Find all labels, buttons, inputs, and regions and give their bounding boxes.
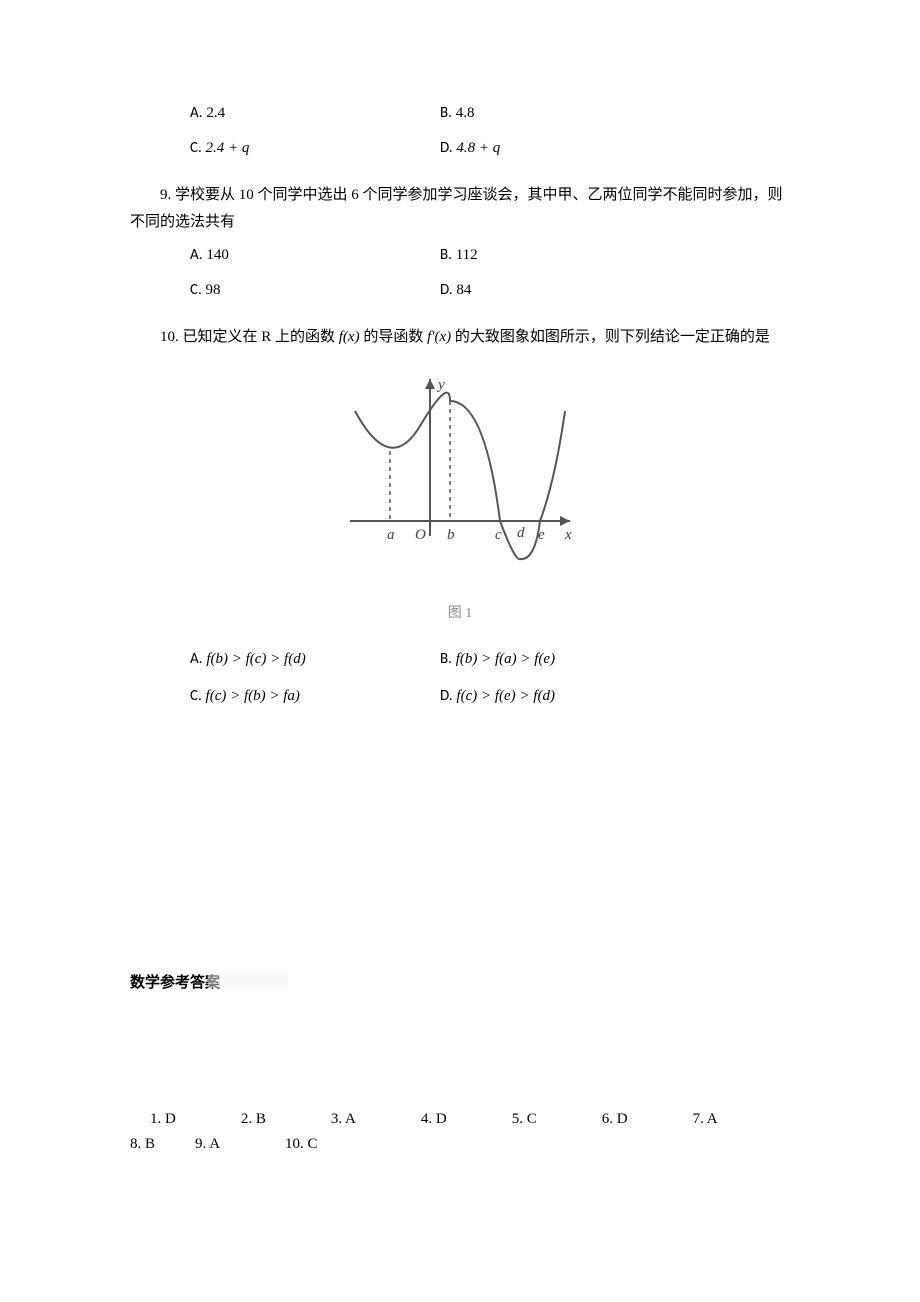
q9-option-b: B. 112 [440, 242, 690, 269]
option-label: D. [440, 687, 453, 705]
svg-text:c: c [495, 527, 502, 543]
answer-item: 4. D [421, 1107, 447, 1133]
svg-text:e: e [538, 527, 545, 543]
answer-item: 9. A [195, 1132, 220, 1158]
answers-title: 数学参考答案 [130, 970, 790, 997]
svg-text:d: d [517, 525, 525, 541]
q8-options: A. 2.4 B. 4.8 C. 2.4 + q D. 4.8 + q [130, 100, 790, 162]
q10-mid: 的导函数 [363, 329, 423, 345]
q10-fx: f(x) [339, 329, 360, 345]
option-label: D. [440, 139, 453, 157]
q10-graph: a Ob cde x y [130, 371, 790, 591]
option-value: f(c) > f(e) > f(d) [456, 688, 555, 704]
answer-item: 7. A [693, 1107, 718, 1133]
answers-block: 1. D 2. B 3. A 4. D 5. C 6. D 7. A 8. B … [130, 1107, 790, 1158]
svg-text:b: b [447, 527, 455, 543]
q10-option-c: C. f(c) > f(b) > fa) [190, 683, 440, 710]
option-label: B. [440, 246, 452, 264]
option-label: A. [190, 104, 203, 122]
q10-option-a: A. f(b) > f(c) > f(d) [190, 646, 440, 673]
q8-option-b: B. 4.8 [440, 100, 690, 127]
answer-item: 10. C [285, 1132, 318, 1158]
q9-options: A. 140 B. 112 C. 98 D. 84 [130, 242, 790, 304]
option-value: 2.4 + q [206, 140, 250, 156]
svg-text:O: O [415, 527, 426, 543]
q10-prefix: 已知定义在 R 上的函数 [183, 329, 336, 345]
answer-item: 2. B [241, 1107, 266, 1133]
option-label: B. [440, 650, 452, 668]
q8-option-d: D. 4.8 + q [440, 135, 690, 162]
q9-option-c: C. 98 [190, 277, 440, 304]
svg-text:y: y [436, 377, 445, 393]
svg-text:a: a [387, 527, 395, 543]
graph-caption: 图 1 [130, 601, 790, 626]
option-value: 140 [206, 247, 229, 263]
q10-option-d: D. f(c) > f(e) > f(d) [440, 683, 690, 710]
option-label: A. [190, 246, 203, 264]
question-body: 学校要从 10 个同学中选出 6 个同学参加学习座谈会，其中甲、乙两位同学不能同… [130, 187, 783, 230]
q10-suffix: 的大致图象如图所示，则下列结论一定正确的是 [455, 329, 770, 345]
option-value: 4.8 [456, 105, 475, 121]
option-label: C. [190, 687, 202, 705]
derivative-graph-svg: a Ob cde x y [340, 371, 580, 591]
option-label: B. [440, 104, 452, 122]
answer-item: 1. D [150, 1107, 176, 1133]
watermark [130, 720, 790, 740]
q10-option-b: B. f(b) > f(a) > f(e) [440, 646, 690, 673]
option-value: 84 [456, 282, 471, 298]
q10-options: A. f(b) > f(c) > f(d) B. f(b) > f(a) > f… [130, 646, 790, 710]
option-value: 112 [456, 247, 478, 263]
q9-text: 9. 学校要从 10 个同学中选出 6 个同学参加学习座谈会，其中甲、乙两位同学… [130, 182, 790, 236]
answer-item: 6. D [602, 1107, 628, 1133]
q9-option-d: D. 84 [440, 277, 690, 304]
option-label: C. [190, 139, 202, 157]
option-label: C. [190, 281, 202, 299]
option-value: f(c) > f(b) > fa) [206, 688, 300, 704]
svg-text:x: x [564, 527, 572, 543]
option-value: 2.4 [206, 105, 225, 121]
answer-item: 3. A [331, 1107, 356, 1133]
option-value: f(b) > f(c) > f(d) [206, 651, 305, 667]
q8-option-a: A. 2.4 [190, 100, 440, 127]
answer-item: 5. C [512, 1107, 537, 1133]
option-label: A. [190, 650, 203, 668]
question-number: 10. [160, 329, 179, 345]
option-label: D. [440, 281, 453, 299]
q9-option-a: A. 140 [190, 242, 440, 269]
option-value: 98 [206, 282, 221, 298]
answer-item: 8. B [130, 1132, 155, 1158]
option-value: f(b) > f(a) > f(e) [456, 651, 555, 667]
q8-option-c: C. 2.4 + q [190, 135, 440, 162]
q10-fpx: f'(x) [427, 329, 451, 345]
question-number: 9. [160, 187, 171, 203]
option-value: 4.8 + q [456, 140, 500, 156]
q10-text: 10. 已知定义在 R 上的函数 f(x) 的导函数 f'(x) 的大致图象如图… [130, 324, 790, 351]
